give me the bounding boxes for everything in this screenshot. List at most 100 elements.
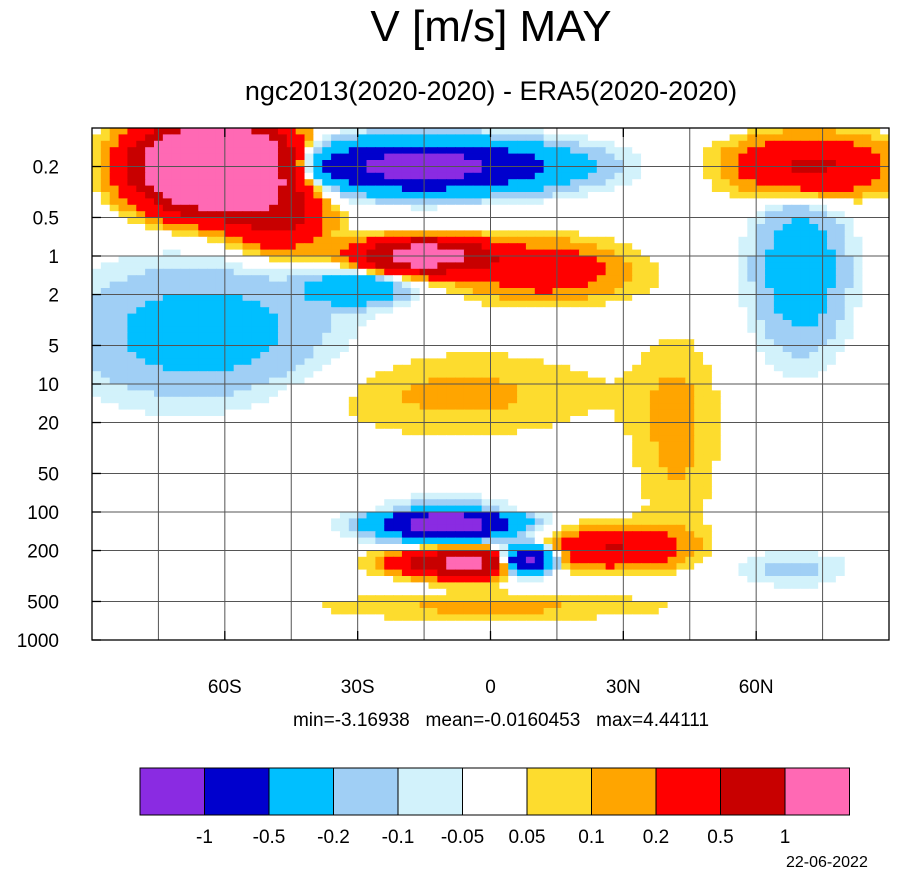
heatmap-cell [127, 179, 137, 187]
heatmap-cell [366, 396, 376, 404]
heatmap-cell [375, 460, 385, 468]
heatmap-cell [269, 435, 279, 443]
heatmap-cell [711, 326, 722, 334]
heatmap-cell [162, 307, 173, 315]
heatmap-cell [401, 128, 412, 135]
heatmap-cell [729, 288, 740, 295]
heatmap-cell [145, 166, 155, 174]
heatmap-cell [490, 275, 500, 283]
heatmap-cell [109, 147, 120, 155]
heatmap-cell [269, 230, 279, 238]
heatmap-cell [357, 345, 368, 353]
heatmap-cell [880, 153, 889, 161]
heatmap-cell [242, 300, 252, 308]
heatmap-cell [747, 153, 757, 161]
heatmap-cell [676, 300, 686, 308]
heatmap-cell [384, 428, 394, 436]
heatmap-cell [499, 204, 509, 212]
heatmap-cell [313, 128, 323, 135]
heatmap-cell [703, 460, 713, 468]
heatmap-cell [711, 371, 722, 379]
heatmap-cell [233, 473, 244, 481]
heatmap-cell [667, 403, 678, 411]
heatmap-cell [809, 428, 819, 436]
heatmap-cell [233, 371, 244, 379]
heatmap-cell [295, 435, 306, 443]
heatmap-cell [720, 243, 731, 251]
heatmap-cell [862, 204, 872, 212]
heatmap-cell [339, 352, 350, 359]
heatmap-cell [534, 448, 545, 455]
heatmap-cell [844, 153, 855, 161]
heatmap-cell [499, 384, 509, 391]
heatmap-cell [277, 268, 288, 276]
heatmap-cell [525, 236, 536, 244]
heatmap-cell [862, 371, 872, 379]
heatmap-cell [455, 300, 465, 308]
heatmap-cell [747, 313, 757, 321]
heatmap-cell [791, 390, 802, 398]
heatmap-cell [632, 134, 642, 142]
heatmap-cell [543, 204, 554, 212]
heatmap-cell [100, 268, 111, 276]
heatmap-cell [366, 249, 376, 257]
heatmap-cell [570, 128, 580, 135]
heatmap-cell [269, 326, 279, 334]
heatmap-cell [809, 243, 819, 251]
heatmap-cell [269, 448, 279, 455]
heatmap-cell [658, 460, 669, 468]
heatmap-cell [632, 435, 642, 443]
heatmap-cell [251, 224, 261, 231]
heatmap-cell [561, 390, 571, 398]
heatmap-cell [198, 480, 208, 487]
heatmap-cell [623, 281, 633, 289]
heatmap-cell [579, 473, 589, 481]
heatmap-cell [525, 435, 536, 443]
heatmap-cell [171, 313, 182, 321]
heatmap-cell [756, 294, 766, 302]
heatmap-cell [729, 339, 740, 347]
heatmap-cell [676, 294, 686, 302]
heatmap-cell [862, 320, 872, 327]
heatmap-cell [242, 179, 252, 187]
heatmap-cell [481, 217, 492, 225]
heatmap-cell [720, 403, 731, 411]
heatmap-cell [313, 204, 323, 212]
heatmap-cell [463, 416, 474, 423]
heatmap-cell [100, 243, 111, 251]
heatmap-cell [835, 339, 846, 347]
heatmap-cell [570, 160, 580, 167]
heatmap-cell [658, 256, 669, 263]
heatmap-cell [375, 371, 385, 379]
heatmap-cell [446, 320, 456, 327]
heatmap-cell [632, 262, 642, 270]
heatmap-cell [703, 160, 713, 167]
heatmap-cell [357, 192, 368, 199]
heatmap-cell [384, 390, 394, 398]
heatmap-cell [765, 198, 775, 206]
heatmap-cell [109, 339, 120, 347]
heatmap-cell [782, 134, 793, 142]
heatmap-cell [428, 198, 438, 206]
heatmap-cell [233, 172, 244, 180]
heatmap-cell [313, 192, 323, 199]
heatmap-cell [304, 454, 314, 462]
heatmap-cell [667, 416, 678, 423]
heatmap-cell [782, 435, 793, 443]
heatmap-cell [331, 467, 341, 475]
heatmap-cell [579, 454, 589, 462]
heatmap-cell [543, 140, 554, 148]
heatmap-cell [428, 300, 438, 308]
heatmap-cell [791, 416, 802, 423]
heatmap-cell [295, 204, 306, 212]
heatmap-cell [348, 172, 359, 180]
heatmap-cell [525, 358, 536, 366]
heatmap-cell [437, 243, 447, 251]
heatmap-cell [676, 307, 686, 315]
heatmap-cell [738, 358, 748, 366]
heatmap-cell [809, 416, 819, 423]
heatmap-cell [596, 160, 607, 167]
heatmap-cell [853, 275, 864, 283]
heatmap-cell [809, 185, 819, 193]
heatmap-cell [490, 320, 500, 327]
